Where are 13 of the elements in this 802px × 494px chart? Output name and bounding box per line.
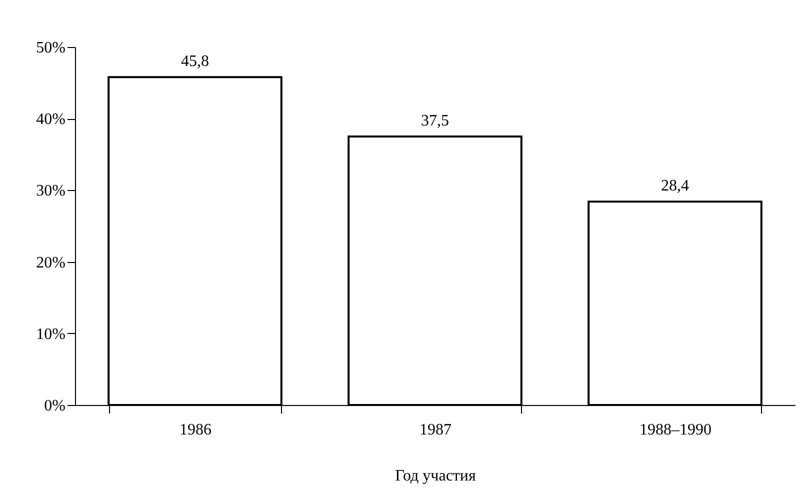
y-tick-label: 40% xyxy=(36,111,66,128)
x-tick-label: 1988–1990 xyxy=(640,422,712,438)
y-tick-label: 20% xyxy=(36,254,66,272)
y-tick-label: 30% xyxy=(36,182,66,200)
data-label: 45,8 xyxy=(181,53,209,70)
data-label: 28,4 xyxy=(661,178,689,195)
y-tick-label: 10% xyxy=(36,326,66,343)
y-tick-label: 0% xyxy=(44,398,66,414)
x-tick-label: 1987 xyxy=(420,422,452,438)
x-tick-label: 1986 xyxy=(180,422,212,438)
x-axis-title: Год участия xyxy=(395,468,476,484)
y-tick-label: 50% xyxy=(36,40,66,56)
data-label: 37,5 xyxy=(421,112,449,130)
